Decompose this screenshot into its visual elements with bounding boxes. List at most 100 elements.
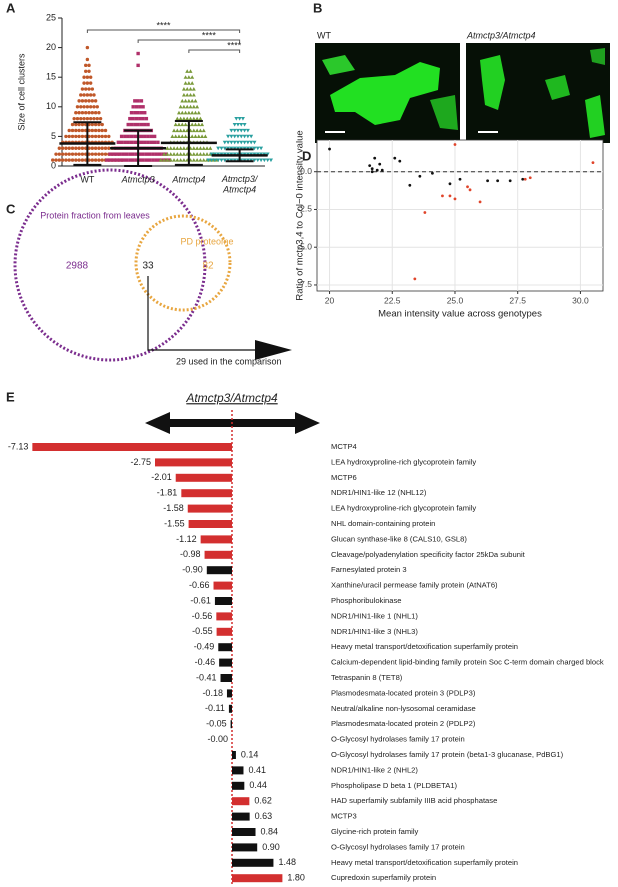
dot xyxy=(79,105,83,109)
category-label: Cupredoxin superfamily protein xyxy=(331,873,436,882)
dot xyxy=(67,128,71,133)
dot xyxy=(84,111,88,115)
dot xyxy=(203,134,208,138)
bar xyxy=(232,797,250,806)
dot xyxy=(64,152,68,156)
dot xyxy=(51,158,55,162)
point xyxy=(370,170,374,174)
dot xyxy=(158,158,163,162)
dot xyxy=(196,134,201,138)
significance-bracket xyxy=(86,29,241,33)
dot-row xyxy=(77,99,98,103)
y-tick-label: -2.5 xyxy=(297,204,312,214)
dot xyxy=(165,146,170,150)
value-label: -2.75 xyxy=(130,457,151,467)
dot xyxy=(131,152,135,156)
dot xyxy=(164,158,168,162)
bar xyxy=(232,812,250,821)
dot xyxy=(121,152,125,156)
value-label: -1.58 xyxy=(163,503,184,513)
bar xyxy=(32,443,232,451)
dot xyxy=(181,158,186,162)
dot xyxy=(180,110,185,115)
dot xyxy=(186,81,191,85)
point xyxy=(591,161,595,165)
dot-row xyxy=(74,111,101,115)
dot xyxy=(103,134,108,139)
point xyxy=(431,171,434,175)
dot xyxy=(242,140,247,145)
dot xyxy=(72,116,76,121)
dot xyxy=(198,158,203,162)
dot xyxy=(229,140,234,145)
dot xyxy=(138,116,142,121)
dot xyxy=(168,158,173,162)
dot xyxy=(167,158,172,162)
dot xyxy=(67,146,71,150)
dot xyxy=(82,75,86,79)
dot xyxy=(252,146,257,151)
dot xyxy=(141,152,145,156)
dot xyxy=(85,81,90,85)
value-label: 0.14 xyxy=(241,749,259,759)
dot xyxy=(100,146,104,150)
plot-area xyxy=(316,139,604,292)
value-label: 0.84 xyxy=(261,826,279,836)
dot xyxy=(90,146,95,150)
bar xyxy=(220,674,232,682)
dot xyxy=(124,152,129,156)
dot xyxy=(90,128,95,133)
value-label: -1.55 xyxy=(164,518,185,528)
dot xyxy=(80,128,85,133)
value-label: -1.81 xyxy=(157,488,178,498)
dot xyxy=(201,128,206,133)
image-label: WT xyxy=(317,30,331,40)
dot xyxy=(139,111,144,115)
point xyxy=(521,177,525,181)
significance-label: **** xyxy=(227,40,242,50)
y-tick-label: 25 xyxy=(46,12,56,22)
dot xyxy=(136,122,140,127)
dot xyxy=(80,146,85,150)
dot xyxy=(229,128,234,133)
micrograph xyxy=(466,43,610,143)
y-tick-label: 20 xyxy=(46,42,56,52)
dot xyxy=(209,152,214,157)
dot xyxy=(75,105,80,109)
dot xyxy=(131,116,135,121)
dot xyxy=(84,63,88,68)
bar xyxy=(226,689,232,698)
panel-letter: C xyxy=(6,201,16,216)
value-label: -0.61 xyxy=(190,595,211,605)
dot xyxy=(126,134,130,139)
panel-letter: B xyxy=(313,0,322,15)
dot xyxy=(82,116,86,121)
bar xyxy=(228,704,232,713)
dot xyxy=(161,158,165,162)
dot xyxy=(131,158,135,162)
dot xyxy=(146,134,150,139)
point xyxy=(441,194,444,198)
dot xyxy=(180,122,185,127)
dot xyxy=(146,140,150,145)
dot xyxy=(185,69,190,73)
dot xyxy=(181,116,186,121)
dot xyxy=(188,116,193,121)
x-tick-label: 30.0 xyxy=(572,295,589,305)
value-label: -0.00 xyxy=(207,734,228,744)
dot xyxy=(133,140,137,145)
dot xyxy=(196,122,201,127)
dot xyxy=(259,158,264,163)
dot xyxy=(172,152,177,156)
dot xyxy=(195,152,200,156)
value-label: -0.90 xyxy=(182,565,203,575)
dot xyxy=(134,105,139,109)
dot xyxy=(222,146,227,151)
bar xyxy=(206,566,232,575)
dot xyxy=(121,158,125,162)
dot xyxy=(123,140,127,145)
dot xyxy=(188,92,193,97)
dot xyxy=(181,87,186,91)
dot xyxy=(74,111,78,115)
